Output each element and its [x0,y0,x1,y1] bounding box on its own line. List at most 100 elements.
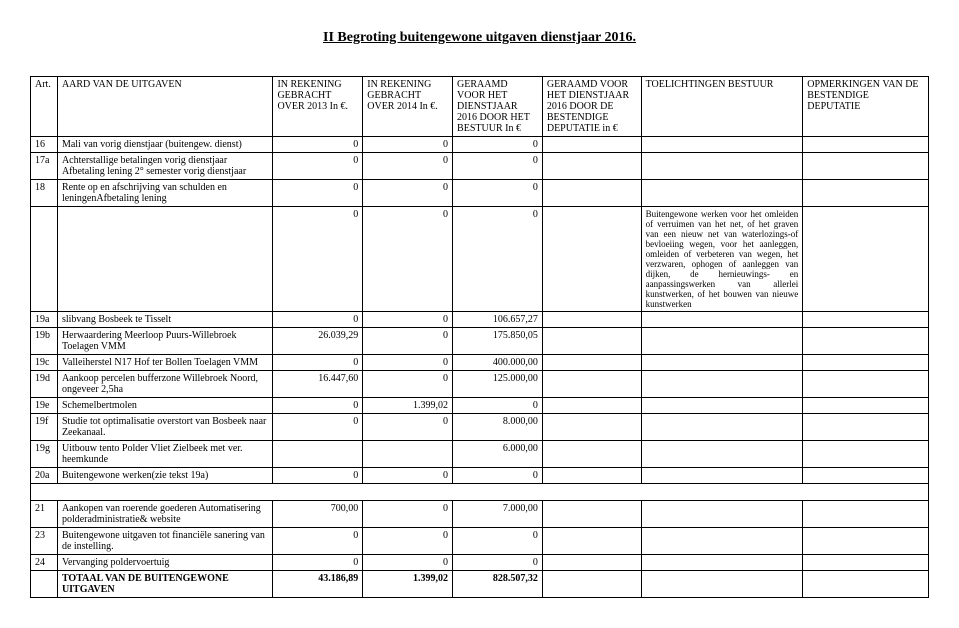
cell-v2: 0 [363,207,453,312]
table-row: 17aAchterstallige betalingen vorig diens… [31,153,929,180]
cell-opm [803,328,929,355]
table-row: 19cValleiherstel N17 Hof ter Bollen Toel… [31,355,929,371]
cell-opm [803,414,929,441]
cell-desc: Uitbouw tento Polder Vliet Zielbeek met … [57,441,273,468]
table-row: 19aslibvang Bosbeek te Tisselt00106.657,… [31,312,929,328]
cell-v1: 0 [273,180,363,207]
cell-v3: 175.850,05 [453,328,543,355]
cell-v4 [542,528,641,555]
cell-v2: 0 [363,355,453,371]
header-c6: OPMERKINGEN VAN DE BESTENDIGE DEPUTATIE [803,77,929,137]
cell-v4 [542,328,641,355]
cell-toe [641,355,803,371]
cell-v3: 400.000,00 [453,355,543,371]
cell-v1: 0 [273,153,363,180]
cell-art: 19f [31,414,58,441]
cell-desc: Mali van vorig dienstjaar (buitengew. di… [57,137,273,153]
cell-opm [803,153,929,180]
cell-v1: 0 [273,398,363,414]
cell-v4 [542,414,641,441]
cell-art: 19g [31,441,58,468]
cell-v3: 106.657,27 [453,312,543,328]
cell-opm [803,501,929,528]
cell-desc [57,207,273,312]
cell-v2 [363,441,453,468]
cell-art [31,207,58,312]
page-title: II Begroting buitengewone uitgaven diens… [30,30,929,46]
cell-toe [641,398,803,414]
cell-v3: 0 [453,555,543,571]
cell-v4 [542,555,641,571]
cell-art: 17a [31,153,58,180]
cell-toe [641,468,803,484]
cell-v1: 0 [273,414,363,441]
cell-v2: 0 [363,414,453,441]
cell-v3: 6.000,00 [453,441,543,468]
cell-v2: 0 [363,501,453,528]
cell-v2: 1.399,02 [363,398,453,414]
table-row: 18Rente op en afschrijving van schulden … [31,180,929,207]
header-c2: IN REKENING GEBRACHT OVER 2014 In €. [363,77,453,137]
cell-v1: 0 [273,468,363,484]
cell-v3: 0 [453,180,543,207]
cell-art [31,571,58,598]
cell-v4 [542,312,641,328]
cell-v3: 0 [453,153,543,180]
cell-v4 [542,398,641,414]
cell-v3: 0 [453,468,543,484]
cell-desc: Rente op en afschrijving van schulden en… [57,180,273,207]
cell-opm [803,207,929,312]
cell-opm [803,571,929,598]
cell-v4 [542,180,641,207]
cell-v2: 0 [363,328,453,355]
cell-v4 [542,571,641,598]
budget-table: Art. AARD VAN DE UITGAVEN IN REKENING GE… [30,76,929,598]
cell-v3: 8.000,00 [453,414,543,441]
cell-toe [641,153,803,180]
cell-v1: 0 [273,137,363,153]
cell-toe [641,501,803,528]
cell-art: 19d [31,371,58,398]
cell-art: 19c [31,355,58,371]
cell-art: 23 [31,528,58,555]
cell-opm [803,180,929,207]
table-row: 000Buitengewone werken voor het omleiden… [31,207,929,312]
cell-toe: Buitengewone werken voor het omleiden of… [641,207,803,312]
cell-v1: 16.447,60 [273,371,363,398]
cell-v1: 0 [273,555,363,571]
cell-art: 19e [31,398,58,414]
cell-v4 [542,207,641,312]
cell-v1: 26.039,29 [273,328,363,355]
cell-v2: 0 [363,312,453,328]
header-desc: AARD VAN DE UITGAVEN [57,77,273,137]
cell-desc: slibvang Bosbeek te Tisselt [57,312,273,328]
table-row: 23Buitengewone uitgaven tot financiële s… [31,528,929,555]
cell-desc: Valleiherstel N17 Hof ter Bollen Toelage… [57,355,273,371]
cell-v3: 7.000,00 [453,501,543,528]
cell-toe [641,571,803,598]
table-row: 21Aankopen van roerende goederen Automat… [31,501,929,528]
table-row: 19fStudie tot optimalisatie overstort va… [31,414,929,441]
cell-desc: TOTAAL VAN DE BUITENGEWONE UITGAVEN [57,571,273,598]
cell-v3: 828.507,32 [453,571,543,598]
cell-opm [803,468,929,484]
cell-toe [641,137,803,153]
cell-v2: 0 [363,528,453,555]
cell-toe [641,414,803,441]
cell-v2: 0 [363,371,453,398]
table-row [31,484,929,501]
table-row: 19bHerwaardering Meerloop Puurs-Willebro… [31,328,929,355]
table-row: 20aBuitengewone werken(zie tekst 19a)000 [31,468,929,484]
cell-art: 19b [31,328,58,355]
cell-v2: 0 [363,468,453,484]
cell-art: 18 [31,180,58,207]
cell-v4 [542,441,641,468]
header-c4: GERAAMD VOOR HET DIENSTJAAR 2016 DOOR DE… [542,77,641,137]
cell-opm [803,137,929,153]
cell-v4 [542,371,641,398]
cell-toe [641,528,803,555]
cell-v3: 125.000,00 [453,371,543,398]
cell-v3: 0 [453,528,543,555]
cell-v2: 0 [363,153,453,180]
cell-v4 [542,153,641,180]
